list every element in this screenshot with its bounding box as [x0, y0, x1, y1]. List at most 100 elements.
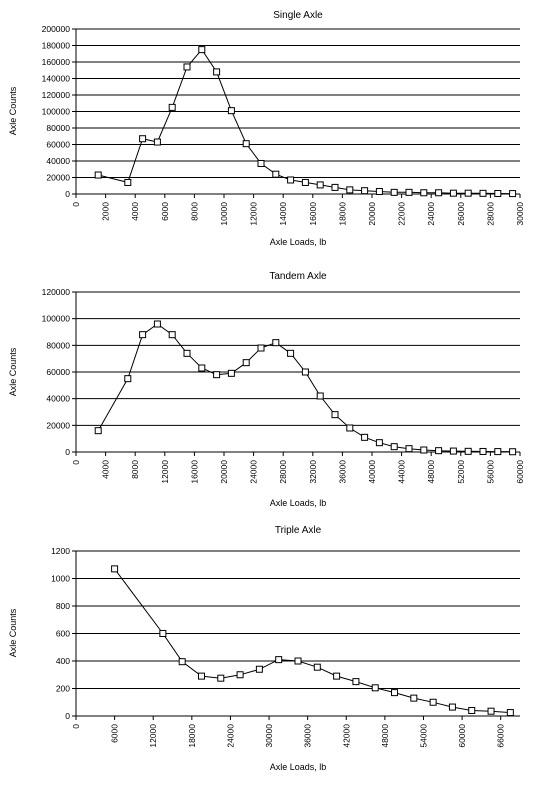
data-point [487, 707, 495, 715]
data-point [316, 181, 324, 189]
y-tick-label: 60000 [46, 140, 70, 150]
data-point [509, 190, 517, 198]
data-point [405, 445, 413, 453]
data-point [390, 443, 398, 451]
data-point [242, 140, 250, 148]
data-point [449, 189, 457, 197]
data-point [464, 447, 472, 455]
data-point [94, 171, 102, 179]
y-tick-label: 1000 [51, 574, 70, 584]
data-point [213, 68, 221, 76]
data-point [236, 671, 244, 679]
x-tick-label: 24000 [225, 724, 235, 748]
y-tick-label: 0 [65, 447, 70, 457]
data-point [183, 63, 191, 71]
chart-2: Tandem Axle02000040000600008000010000012… [8, 271, 525, 508]
series-line [114, 568, 511, 714]
y-tick-label: 400 [56, 656, 70, 666]
x-tick-label: 4000 [101, 460, 111, 479]
y-tick-label: 60000 [46, 367, 70, 377]
data-point [287, 349, 295, 357]
data-point [198, 364, 206, 372]
chart-1: Single Axle 0 20000 40000 60000 80000 100000 12… [8, 10, 525, 247]
data-point [479, 447, 487, 455]
data-point [479, 189, 487, 197]
data-point [168, 331, 176, 339]
data-point [183, 349, 191, 357]
y-axis-label: Axle Counts [8, 608, 18, 657]
data-point [371, 684, 379, 692]
x-tick-label: 60000 [515, 460, 525, 484]
data-point [257, 344, 265, 352]
data-point [275, 656, 283, 664]
x-tick-label: 12000 [160, 460, 170, 484]
data-point [391, 689, 399, 697]
x-axis-label: Axle Loads, lb [270, 762, 327, 772]
data-point [316, 392, 324, 400]
data-point [301, 368, 309, 376]
x-tick-label: 20000 [219, 460, 229, 484]
data-point [313, 663, 321, 671]
x-tick-label: 24000 [249, 460, 259, 484]
y-tick-label: 80000 [46, 123, 70, 133]
x-tick-label: 6000 [160, 202, 170, 221]
data-point [242, 359, 250, 367]
x-tick-label: 44000 [397, 460, 407, 484]
data-point [153, 320, 161, 328]
data-point [159, 630, 167, 637]
x-tick-label: 20000 [367, 202, 377, 226]
x-tick-label: 54000 [418, 724, 428, 748]
x-tick-label: 2000 [101, 202, 111, 221]
y-tick-label: 40000 [46, 394, 70, 404]
data-point [435, 189, 443, 197]
x-tick-label: 36000 [337, 460, 347, 484]
data-point [94, 427, 102, 435]
data-point [124, 178, 132, 186]
data-point [509, 448, 517, 456]
data-point [178, 658, 186, 666]
data-point [375, 439, 383, 447]
data-point [390, 188, 398, 196]
data-point [139, 135, 147, 143]
x-tick-label: 32000 [308, 460, 318, 484]
data-point [227, 107, 235, 115]
y-tick-label: 180000 [42, 41, 71, 51]
y-tick-label: 40000 [46, 156, 70, 166]
x-tick-label: 48000 [426, 460, 436, 484]
y-axis-label: Axle Counts [8, 347, 18, 396]
x-tick-label: 30000 [515, 202, 525, 226]
data-point [410, 694, 418, 702]
y-tick-label: 120000 [42, 287, 71, 297]
x-tick-label: 12000 [249, 202, 259, 226]
x-tick-label: 18000 [187, 724, 197, 748]
x-tick-label: 4000 [130, 202, 140, 221]
data-point [217, 674, 225, 682]
data-point [331, 411, 339, 419]
x-tick-label: 0 [71, 724, 81, 729]
data-point [468, 707, 476, 714]
y-tick-label: 800 [56, 601, 70, 611]
x-tick-label: 52000 [456, 460, 466, 484]
x-tick-label: 60000 [457, 724, 467, 748]
data-point [213, 371, 221, 379]
x-tick-label: 48000 [380, 724, 390, 748]
data-point [124, 375, 132, 383]
x-axis-label: Axle Loads, lb [270, 237, 327, 247]
data-point [197, 672, 205, 680]
y-tick-label: 100000 [42, 107, 71, 117]
x-tick-label: 28000 [278, 460, 288, 484]
x-tick-label: 36000 [303, 724, 313, 748]
x-tick-label: 28000 [485, 202, 495, 226]
x-tick-label: 12000 [148, 724, 158, 748]
data-point [429, 698, 437, 706]
y-tick-label: 200000 [42, 24, 71, 34]
x-tick-label: 14000 [278, 202, 288, 226]
y-tick-label: 200 [56, 684, 70, 694]
data-point [168, 103, 176, 111]
chart-title: Single Axle [273, 10, 323, 21]
y-tick-label: 0 [65, 189, 70, 199]
x-tick-label: 18000 [337, 202, 347, 226]
y-tick-label: 120000 [42, 90, 71, 100]
data-point [506, 709, 514, 717]
